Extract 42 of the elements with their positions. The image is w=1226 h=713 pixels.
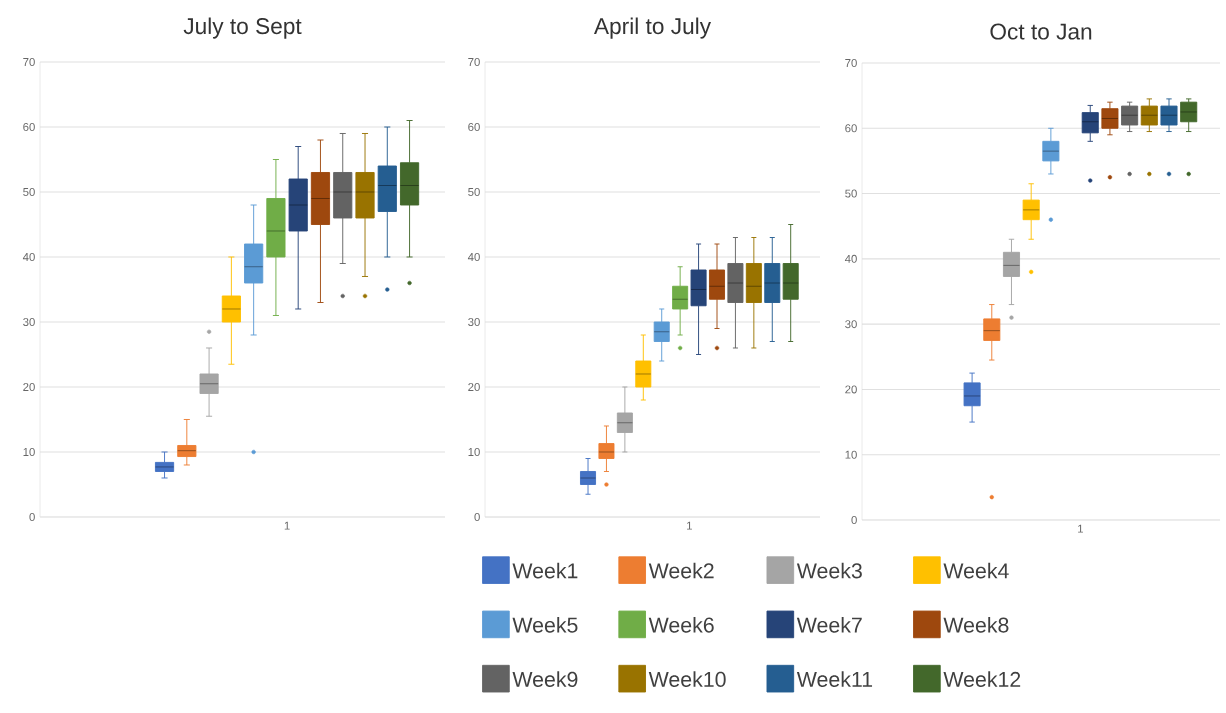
legend-label: Week11 [796,671,873,687]
legend-label: Week6 [648,617,714,633]
y-tick-label: 40 [467,253,480,262]
y-tick-label: 0 [29,512,35,521]
y-tick-label: 0 [851,515,857,524]
x-tick-label: 1 [687,521,692,530]
legend-label: Week3 [796,562,862,579]
legend-label: Week4 [943,562,1009,579]
chart-title: July to Sept [183,17,302,39]
y-tick-label: 40 [22,253,35,262]
legend-label: Week9 [512,671,578,687]
y-tick-label: 20 [845,385,857,394]
y-tick-label: 0 [474,513,480,521]
y-tick-label: 60 [23,123,35,132]
legend-label: Week8 [943,617,1009,633]
y-tick-label: 30 [23,318,35,326]
y-tick-label: 50 [845,189,857,198]
legend-label: Week2 [648,562,714,579]
y-tick-label: 10 [468,448,480,457]
y-tick-label: 10 [845,450,857,459]
legend-label: Week10 [648,671,726,687]
y-tick-label: 40 [844,254,857,263]
legend-label: Week12 [943,671,1021,687]
y-tick-label: 70 [23,58,35,67]
y-tick-label: 70 [468,58,480,67]
x-tick-label: 1 [284,521,290,530]
y-tick-label: 30 [468,318,480,327]
legend-label: Week5 [512,617,578,633]
chart-title: April to July [593,17,712,39]
y-tick-label: 70 [845,58,857,67]
y-tick-label: 30 [845,320,857,329]
y-tick-label: 50 [23,188,35,197]
y-tick-label: 20 [468,383,480,392]
y-tick-label: 20 [23,383,35,392]
y-tick-label: 10 [23,448,35,456]
x-tick-label: 1 [1078,524,1083,533]
y-tick-label: 60 [845,124,857,133]
legend-label: Week7 [796,617,862,633]
chart-title: Oct to Jan [990,23,1092,40]
y-tick-label: 50 [468,188,480,197]
y-tick-label: 60 [468,123,480,132]
legend-label: Week1 [512,562,578,579]
